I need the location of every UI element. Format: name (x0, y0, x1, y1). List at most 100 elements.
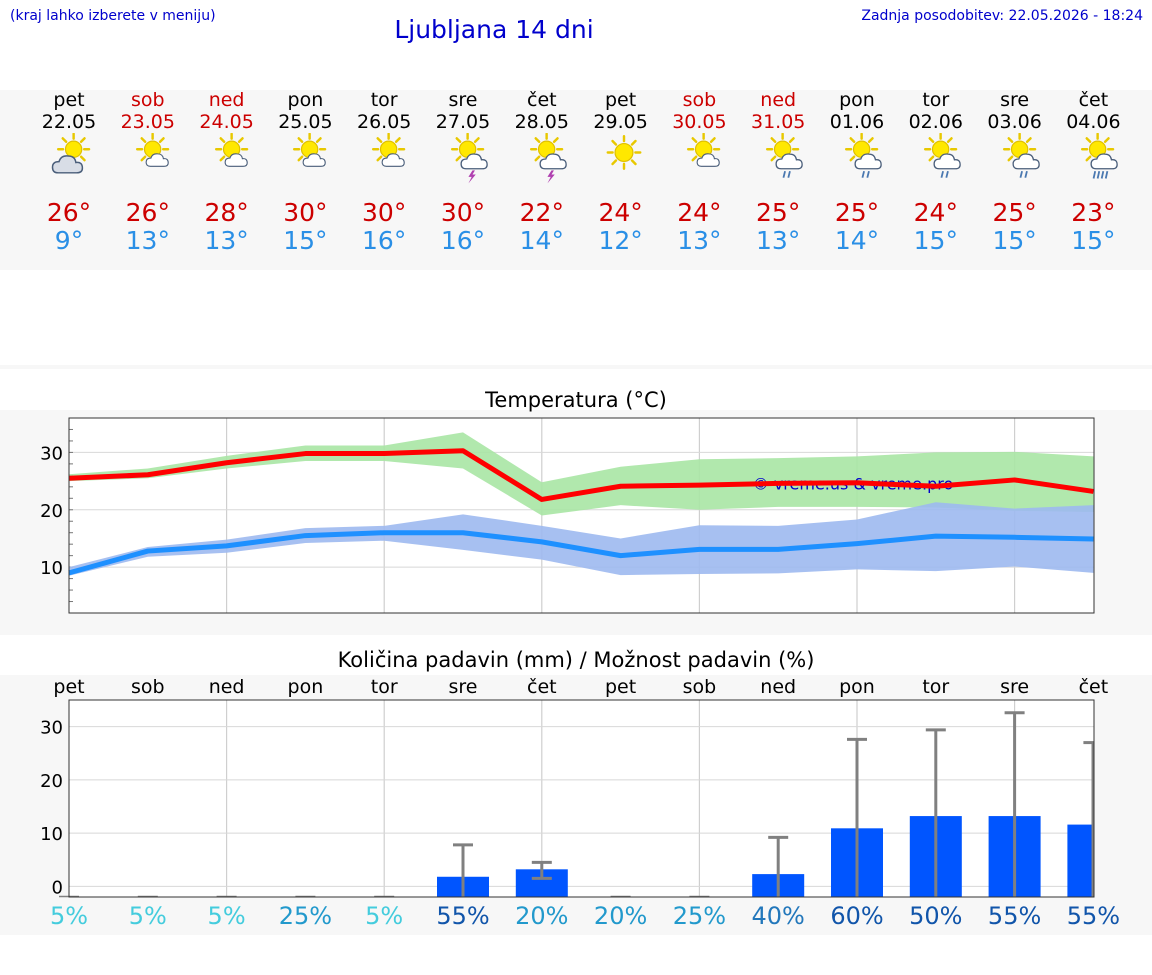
max-temperature: 26° (46, 198, 92, 227)
x-category-label: sob (683, 676, 717, 698)
y-tick-label: 20 (40, 771, 63, 792)
day-name: sre (448, 89, 478, 111)
day-name: sre (1000, 89, 1030, 111)
sun-small-cloud-icon (214, 133, 248, 167)
min-range-band (69, 502, 1094, 576)
day-date: 22.05 (41, 111, 97, 133)
precipitation-probability: 20% (593, 902, 648, 930)
precipitation-probability: 25% (278, 902, 333, 930)
precipitation-probability: 5% (207, 902, 246, 930)
day-date: 28.05 (514, 111, 569, 133)
min-temperature: 14° (834, 226, 880, 255)
x-category-label: tor (922, 676, 949, 698)
max-temperature: 25° (834, 198, 880, 227)
sun-small-cloud-icon (687, 133, 721, 167)
sun-rain-icon (844, 133, 882, 178)
y-tick-label: 10 (40, 824, 63, 845)
min-temperature: 15° (913, 226, 958, 255)
precipitation-plot-border (68, 699, 1095, 898)
sun-small-cloud-icon (135, 133, 170, 167)
day-name: čet (527, 89, 557, 111)
page-title: Ljubljana 14 dni (394, 15, 594, 44)
precipitation-probability: 20% (515, 902, 569, 930)
max-temperature: 22° (519, 198, 564, 227)
last-updated: Zadnja posodobitev: 22.05.2026 - 18:24 (861, 8, 1143, 24)
min-temperature: 9° (54, 226, 84, 255)
y-tick-label: 30 (40, 718, 63, 739)
day-name: čet (1078, 89, 1109, 111)
day-date: 02.06 (908, 111, 963, 133)
x-category-label: ned (760, 676, 796, 698)
day-name: pon (839, 89, 875, 111)
min-temperature-line (68, 530, 1094, 576)
max-temperature: 28° (204, 198, 249, 227)
x-category-label: sre (449, 676, 478, 698)
min-temperature: 16° (362, 226, 407, 255)
max-temperature: 25° (756, 198, 801, 227)
day-date: 25.05 (278, 111, 333, 133)
min-temperature: 13° (756, 226, 801, 255)
max-temperature: 25° (992, 198, 1037, 227)
max-temperature: 26° (125, 198, 170, 227)
min-temperature: 12° (598, 226, 643, 255)
day-date: 31.05 (750, 111, 806, 133)
sun-heavy-rain-icon (1081, 133, 1119, 179)
temperature-plot-border (68, 417, 1095, 614)
precipitation-probability: 40% (751, 902, 805, 930)
location-hint: (kraj lahko izberete v meniju) (10, 8, 216, 24)
min-temperature: 14° (519, 226, 564, 255)
min-temperature: 15° (992, 226, 1037, 255)
precipitation-probability: 5% (49, 902, 89, 930)
day-date: 24.05 (199, 111, 254, 133)
precipitation-probability: 5% (128, 902, 167, 930)
max-temperature: 24° (913, 198, 958, 227)
x-category-label: pet (605, 676, 636, 698)
sun-rain-icon (766, 133, 803, 178)
x-category-label: čet (527, 676, 557, 698)
y-tick-label: 0 (52, 877, 63, 898)
day-date: 27.05 (435, 111, 491, 133)
y-tick-label: 30 (40, 443, 63, 464)
min-temperature: 16° (440, 226, 486, 255)
day-name: tor (922, 89, 950, 111)
day-date: 23.05 (120, 111, 175, 133)
sun-thunderstorm-icon (450, 133, 488, 184)
precipitation-probability: 60% (830, 902, 884, 930)
x-category-label: čet (1079, 676, 1109, 698)
day-date: 01.06 (829, 111, 885, 133)
sun-rain-icon (1002, 133, 1040, 178)
x-category-label: sre (1000, 676, 1029, 698)
day-name: pet (604, 89, 637, 111)
min-temperature: 15° (283, 226, 328, 255)
day-date: 26.05 (356, 111, 412, 133)
x-category-label: tor (371, 676, 398, 698)
x-category-label: sob (131, 676, 165, 698)
precipitation-probability: 25% (672, 902, 727, 930)
day-date: 04.06 (1066, 111, 1121, 133)
y-tick-label: 20 (40, 501, 63, 522)
max-temperature: 24° (677, 198, 722, 227)
x-category-label: ned (209, 676, 245, 698)
max-temperature: 30° (440, 198, 486, 227)
precipitation-probability: 55% (436, 902, 490, 930)
min-temperature: 15° (1071, 226, 1116, 255)
max-temperature: 24° (598, 198, 643, 227)
precipitation-probability: 55% (1066, 902, 1121, 930)
precipitation-probability: 5% (365, 902, 404, 930)
temperature-chart-title: Temperatura (°C) (485, 388, 667, 412)
day-name: pon (287, 89, 324, 111)
day-date: 30.05 (672, 111, 727, 133)
sun-icon (606, 135, 642, 170)
x-category-label: pet (53, 676, 84, 698)
divider (0, 365, 1152, 369)
min-temperature: 13° (204, 226, 249, 255)
y-tick-label: 10 (40, 558, 63, 579)
forecast-strip (0, 90, 1152, 270)
max-temperature-line (68, 448, 1094, 502)
x-category-label: pon (288, 676, 324, 698)
precipitation-bar (1067, 824, 1094, 897)
sun-small-cloud-icon (293, 133, 327, 167)
max-temperature: 30° (283, 198, 328, 227)
sun-rain-icon (923, 133, 961, 178)
